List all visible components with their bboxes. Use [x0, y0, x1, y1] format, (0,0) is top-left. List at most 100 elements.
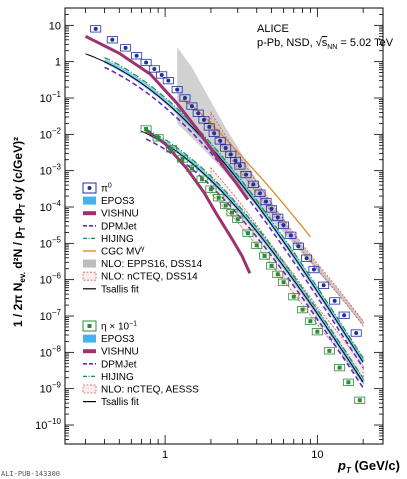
legend-label-text: HIJING [101, 372, 134, 383]
legend-label: DPMJet [101, 359, 137, 370]
pi0-data-point [304, 256, 309, 261]
pi0-data-point [159, 72, 164, 77]
legend-label: η × 10−1 [101, 321, 137, 333]
legend-label-text: NLO: EPPS16, DSS14 [101, 259, 203, 270]
pi0-sys-box [162, 77, 174, 85]
pi0-sys-box [131, 52, 143, 60]
legend-label: NLO: nCTEQ, AESSS [101, 385, 199, 396]
y-tick-base: 10 [40, 311, 52, 323]
eta-sys-box [323, 347, 335, 355]
legend-label-text: Tsallis fit [101, 284, 139, 295]
y-tick-label: 10−8 [40, 344, 62, 359]
eta-data-point [281, 280, 286, 285]
legend-label-text: π [101, 184, 108, 195]
pi0-sys-box [260, 197, 272, 206]
pi0-sys-box [278, 221, 290, 229]
eta-data-point [346, 380, 351, 385]
y-tick-exponent: −1 [52, 90, 62, 99]
pi0-data-point [237, 163, 242, 168]
eta-sys-box [242, 229, 254, 237]
band-layer [103, 47, 365, 385]
legend-label-text: EPOS3 [101, 196, 135, 207]
pi0-sys-box [266, 205, 277, 213]
eta-data-point [254, 243, 259, 248]
eta-data-point [144, 127, 149, 132]
pi0-data-point [281, 223, 286, 228]
eta-sys-box [354, 396, 366, 404]
pi0-sys-box [120, 44, 132, 52]
y-tick-label: 1 [55, 57, 61, 69]
pi0-sys-box [171, 86, 183, 94]
legend-label: Tsallis fit [101, 284, 139, 295]
pi0-sys-box [318, 281, 330, 289]
eta-data-point [245, 231, 250, 236]
legend-symbol-epos3 [83, 334, 96, 343]
y-tick-label: 10−9 [40, 381, 62, 396]
y-axis-title-part: 1 / 2π N [11, 283, 25, 328]
pi0-data-point [175, 87, 180, 92]
eta-data-point [262, 253, 267, 258]
y-tick-label: 10−6 [40, 272, 62, 287]
eta-tsallis-fit [141, 130, 364, 383]
legend-label: HIJING [101, 234, 134, 245]
eta-data-point [275, 272, 280, 277]
header-sqrt-sign: √ [316, 37, 323, 49]
legend-label: Tsallis fit [101, 397, 139, 408]
y-tick-exponent: −10 [47, 417, 61, 426]
y-axis-title-text: 1 / 2π Nev. d²N / pT dpT dy (c/GeV)² [11, 137, 27, 327]
pi0-sys-box [140, 58, 152, 67]
pi0-data-point [196, 111, 201, 116]
y-tick-base: 10 [40, 129, 52, 141]
pi0-data-point [269, 206, 274, 211]
y-tick-exponent: −9 [52, 381, 62, 390]
pi0-data-point [263, 199, 268, 204]
curve-layer [84, 34, 364, 389]
y-tick-exponent: −8 [52, 344, 62, 353]
legend-label-text: NLO: nCTEQ, DSS14 [101, 272, 198, 283]
eta-data-point [229, 210, 234, 215]
pi0-data-point [342, 313, 347, 318]
eta-vishnu-curve [145, 128, 252, 274]
pi0-sys-box [285, 231, 297, 239]
pi0-sys-box [350, 329, 362, 337]
eta-sys-box [220, 201, 232, 210]
y-tick-base: 10 [40, 275, 52, 287]
pi0-hijing-curve [104, 57, 364, 359]
y-tick-label: 10−5 [40, 235, 62, 250]
eta-epos3-band [149, 132, 365, 383]
y-tick-label: 10−1 [40, 90, 62, 105]
pi0-data-point [207, 124, 212, 129]
pi0-sys-box [234, 162, 246, 170]
eta-data-point [189, 166, 194, 171]
y-tick-exponent: −6 [52, 272, 62, 281]
pi0-vishnu-curve [84, 34, 250, 201]
x-axis-title-unit: (GeV/c) [351, 458, 400, 473]
y-tick-label: 10−4 [40, 199, 62, 214]
pi0-sys-box [338, 311, 350, 319]
legend-label: CGC MVγ [101, 246, 145, 258]
eta-data-point [337, 365, 342, 370]
eta-sys-box [226, 209, 238, 217]
header-system: p-Pb, NSD, √sNN = 5.02 TeV [257, 37, 394, 51]
eta-sys-box [232, 215, 244, 223]
pi0-data-point [189, 104, 194, 109]
pi0-data-point [311, 267, 316, 272]
header-energy: = 5.02 TeV [337, 37, 393, 49]
legend-label: HIJING [101, 372, 134, 383]
legend-symbol-pi0-box [82, 182, 97, 194]
nlo-epps-band [177, 47, 364, 327]
x-tick-label: 10 [311, 449, 323, 461]
eta-sys-box [205, 185, 217, 193]
eta-data-point [315, 329, 320, 334]
legend-label: EPOS3 [101, 334, 135, 345]
eta-sys-box [251, 241, 263, 249]
pi0-sys-box [230, 156, 241, 165]
pi0-data-point [166, 78, 171, 83]
marker-layer [90, 25, 366, 404]
eta-sys-box [278, 278, 290, 286]
eta-data-point [269, 263, 274, 268]
publication-id: ALI-PUB-143300 [1, 470, 60, 478]
pi0-data-point [275, 215, 280, 220]
pi0-nlo-ncteq-band [210, 111, 364, 327]
